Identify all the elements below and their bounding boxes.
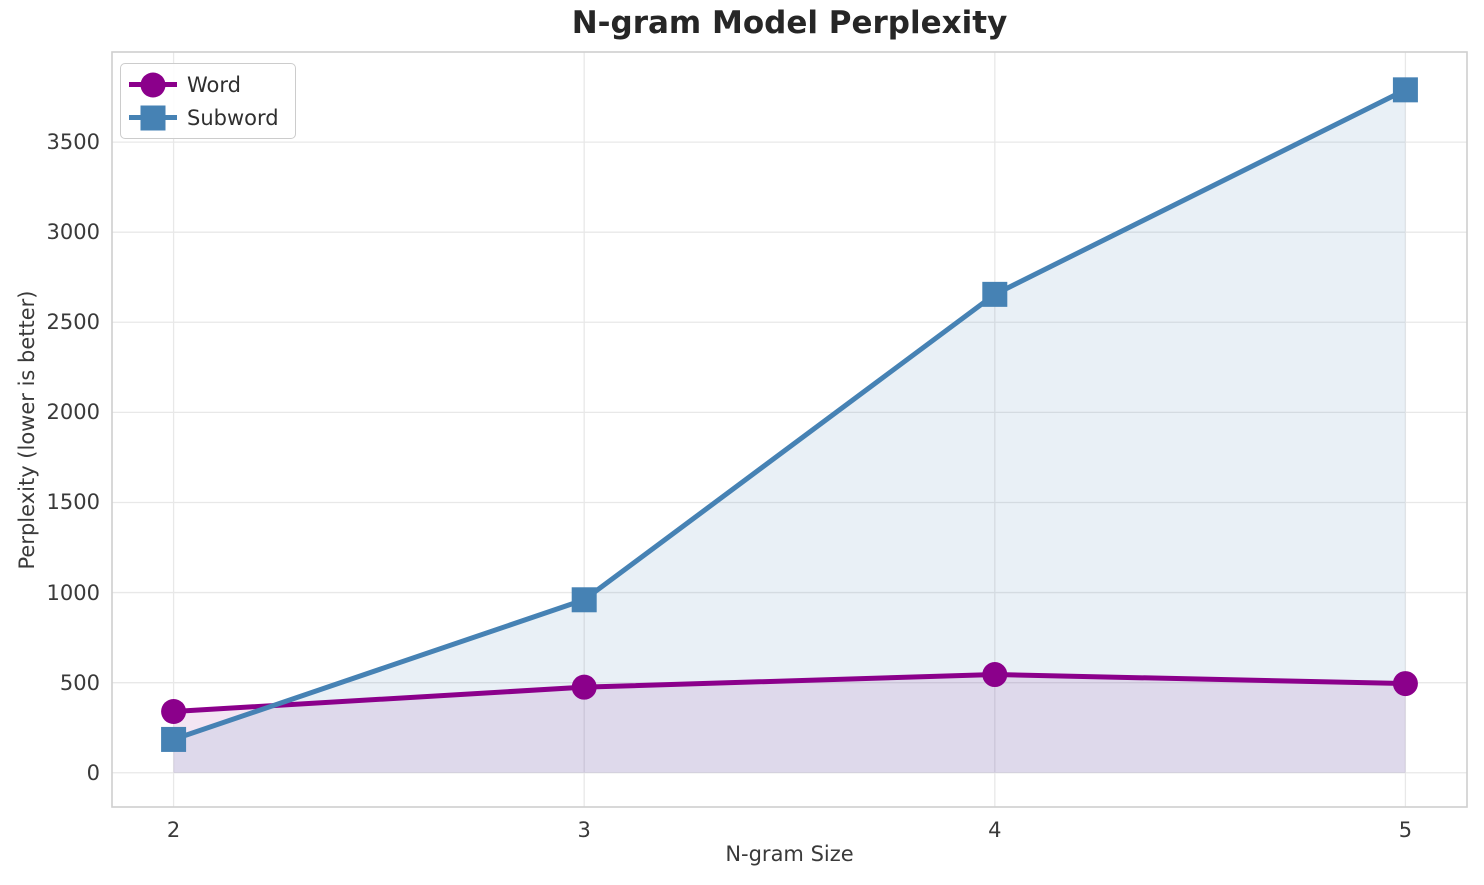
line-word — [171, 672, 1408, 714]
x-tick-label: 4 — [988, 818, 1002, 842]
subword-line-marker-icon — [129, 104, 177, 132]
y-tick-label: 1500 — [46, 490, 100, 515]
marker-word — [161, 698, 187, 724]
marker-subword — [982, 281, 1008, 307]
legend: Word Subword — [120, 63, 296, 139]
marker-subword — [1392, 77, 1418, 103]
y-tick-label: 500 — [59, 670, 100, 695]
area-fill-subword — [173, 89, 1406, 773]
chart-title: N-gram Model Perplexity — [571, 5, 1008, 41]
y-tick-label: 2500 — [46, 310, 100, 335]
area-fill-word — [173, 674, 1406, 773]
line-subword — [171, 87, 1408, 742]
x-axis-label: N-gram Size — [725, 842, 854, 866]
legend-label-subword: Subword — [187, 105, 279, 130]
marker-word — [982, 662, 1008, 688]
word-line-marker-icon — [129, 71, 177, 99]
legend-label-word: Word — [187, 72, 241, 97]
x-tick-label: 2 — [166, 818, 181, 842]
y-tick-label: 2000 — [46, 400, 100, 425]
y-tick-label: 3500 — [46, 130, 100, 155]
y-tick-label: 3000 — [46, 220, 100, 245]
x-tick-label: 5 — [1398, 818, 1413, 842]
x-tick-label: 3 — [577, 818, 591, 842]
legend-item-subword: Subword — [129, 102, 279, 133]
axes-spines — [111, 51, 1468, 808]
marker-subword — [161, 726, 187, 752]
marker-subword — [571, 587, 597, 613]
legend-item-word: Word — [129, 69, 279, 100]
y-tick-label: 1000 — [46, 580, 100, 605]
y-tick-label: 0 — [86, 760, 100, 785]
marker-word — [1392, 671, 1418, 697]
marker-word — [571, 674, 597, 700]
